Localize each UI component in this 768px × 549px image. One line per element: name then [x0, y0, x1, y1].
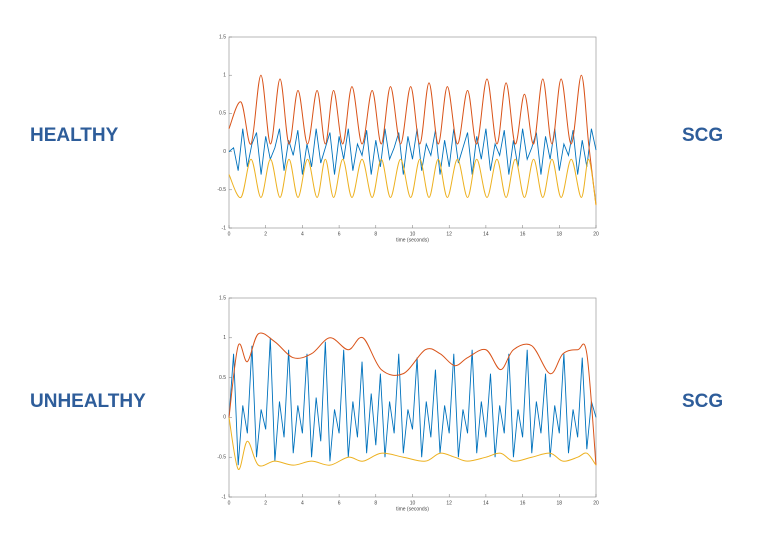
y-tick-label: -1: [222, 494, 227, 500]
y-tick-label: -1: [222, 225, 227, 231]
y-tick-label: -0.5: [217, 187, 226, 193]
x-tick-label: 8: [374, 500, 377, 506]
x-tick-label: 0: [228, 500, 231, 506]
y-tick-label: 0: [223, 149, 226, 155]
x-tick-label: 20: [593, 231, 599, 237]
signal-line: [228, 337, 597, 466]
x-tick-label: 6: [338, 231, 341, 237]
x-tick-label: 20: [593, 500, 599, 506]
y-tick-label: 0.5: [219, 111, 226, 117]
x-tick-label: 2: [264, 500, 267, 506]
x-tick-label: 0: [228, 231, 231, 237]
x-tick-label: 12: [446, 231, 452, 237]
signal-label: SCG: [682, 125, 723, 146]
row-label: HEALTHY: [30, 125, 119, 146]
y-tick-label: 0: [223, 415, 226, 421]
x-tick-label: 8: [374, 231, 377, 237]
x-tick-label: 10: [410, 231, 416, 237]
signal-label: SCG: [682, 391, 723, 412]
x-tick-label: 18: [557, 231, 563, 237]
x-tick-label: 14: [483, 231, 489, 237]
x-tick-label: 16: [520, 500, 526, 506]
plot-frame: [228, 36, 597, 229]
signal-line: [228, 332, 597, 466]
x-axis-label: time (seconds): [396, 506, 429, 512]
x-tick-label: 4: [301, 500, 304, 506]
x-tick-label: 16: [520, 231, 526, 237]
x-tick-label: 6: [338, 500, 341, 506]
plot-frame: [228, 297, 597, 498]
x-tick-label: 18: [557, 500, 563, 506]
signal-line: [228, 417, 597, 470]
x-tick-label: 12: [446, 500, 452, 506]
row-label: UNHEALTHY: [30, 391, 146, 412]
y-tick-label: 1.5: [219, 295, 226, 301]
y-tick-label: 0.5: [219, 375, 226, 381]
x-tick-label: 14: [483, 500, 489, 506]
y-tick-label: 1: [223, 73, 226, 79]
x-axis-label: time (seconds): [396, 237, 429, 243]
y-tick-label: 1.5: [219, 34, 226, 40]
y-tick-label: 1: [223, 335, 226, 341]
x-tick-label: 4: [301, 231, 304, 237]
signal-line: [228, 158, 597, 206]
signal-line: [228, 74, 597, 206]
x-tick-label: 2: [264, 231, 267, 237]
x-tick-label: 10: [410, 500, 416, 506]
y-tick-label: -0.5: [217, 455, 226, 461]
